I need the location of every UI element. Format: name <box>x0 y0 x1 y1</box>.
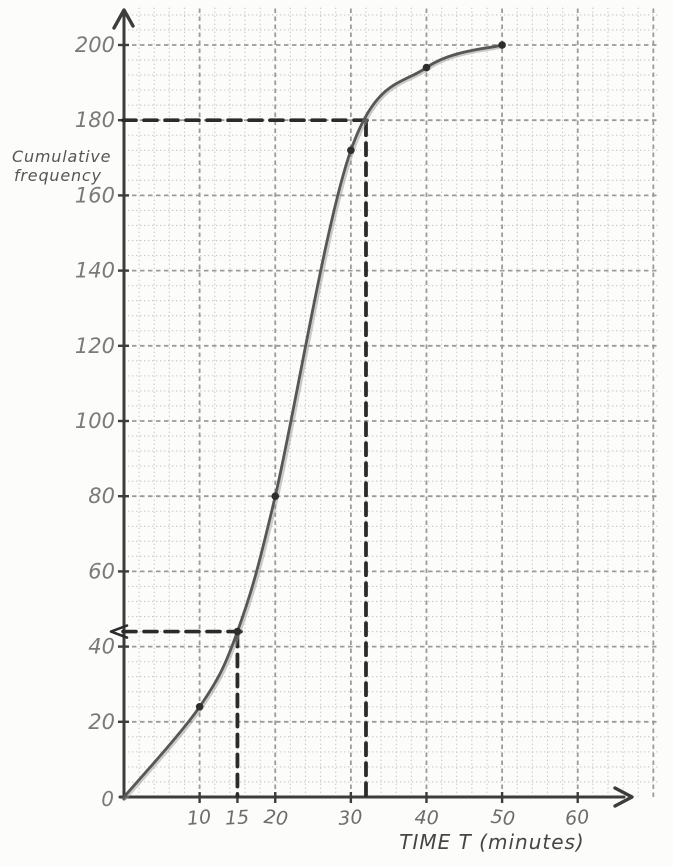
data-point-dot <box>195 702 204 711</box>
y-axis-arrow-icon <box>112 8 135 30</box>
data-point-dot <box>233 627 242 636</box>
data-point-dot <box>271 492 280 501</box>
y-tick-label: 140 <box>75 259 115 283</box>
tick-labels: 10 15 20 30 40 50 60 20 40 60 80 100 120 140 160 180 200 <box>75 33 590 830</box>
y-axis-title-line1: Cumulative <box>12 147 111 166</box>
y-tick-label: 40 <box>88 635 115 659</box>
guide-dashed-lines <box>109 118 372 798</box>
x-axis-title: TIME T (minutes) <box>399 830 585 854</box>
data-point-dot <box>347 146 355 155</box>
x-tick-label: 20 <box>263 806 289 830</box>
data-point-dot <box>422 63 431 72</box>
axes <box>112 8 634 808</box>
x-tick-label: 60 <box>564 806 590 830</box>
x-tick-label: 50 <box>489 806 516 831</box>
y-tick-label: 20 <box>88 710 115 734</box>
grid-major <box>124 7 660 797</box>
grid-minor <box>124 7 660 797</box>
y-tick-label: 60 <box>88 559 115 583</box>
x-axis-arrow-icon <box>613 786 634 808</box>
y-tick-label: 100 <box>75 409 115 433</box>
y-tick-label: 120 <box>75 334 115 358</box>
origin-label: 0 <box>101 787 114 811</box>
x-tick-label: 40 <box>414 807 439 830</box>
y-axis-title-line2: frequency <box>14 166 102 185</box>
data-points <box>195 41 506 711</box>
guide-left-arrow-icon <box>109 624 129 639</box>
x-tick-label: 15 <box>224 806 249 829</box>
data-point-dot <box>498 41 506 49</box>
x-tick-label: 10 <box>186 806 212 830</box>
y-tick-label: 160 <box>75 183 115 207</box>
x-tick-label: 30 <box>338 806 364 830</box>
y-tick-label: 80 <box>88 484 115 508</box>
y-tick-label: 200 <box>75 33 115 57</box>
y-tick-label: 180 <box>75 108 115 132</box>
